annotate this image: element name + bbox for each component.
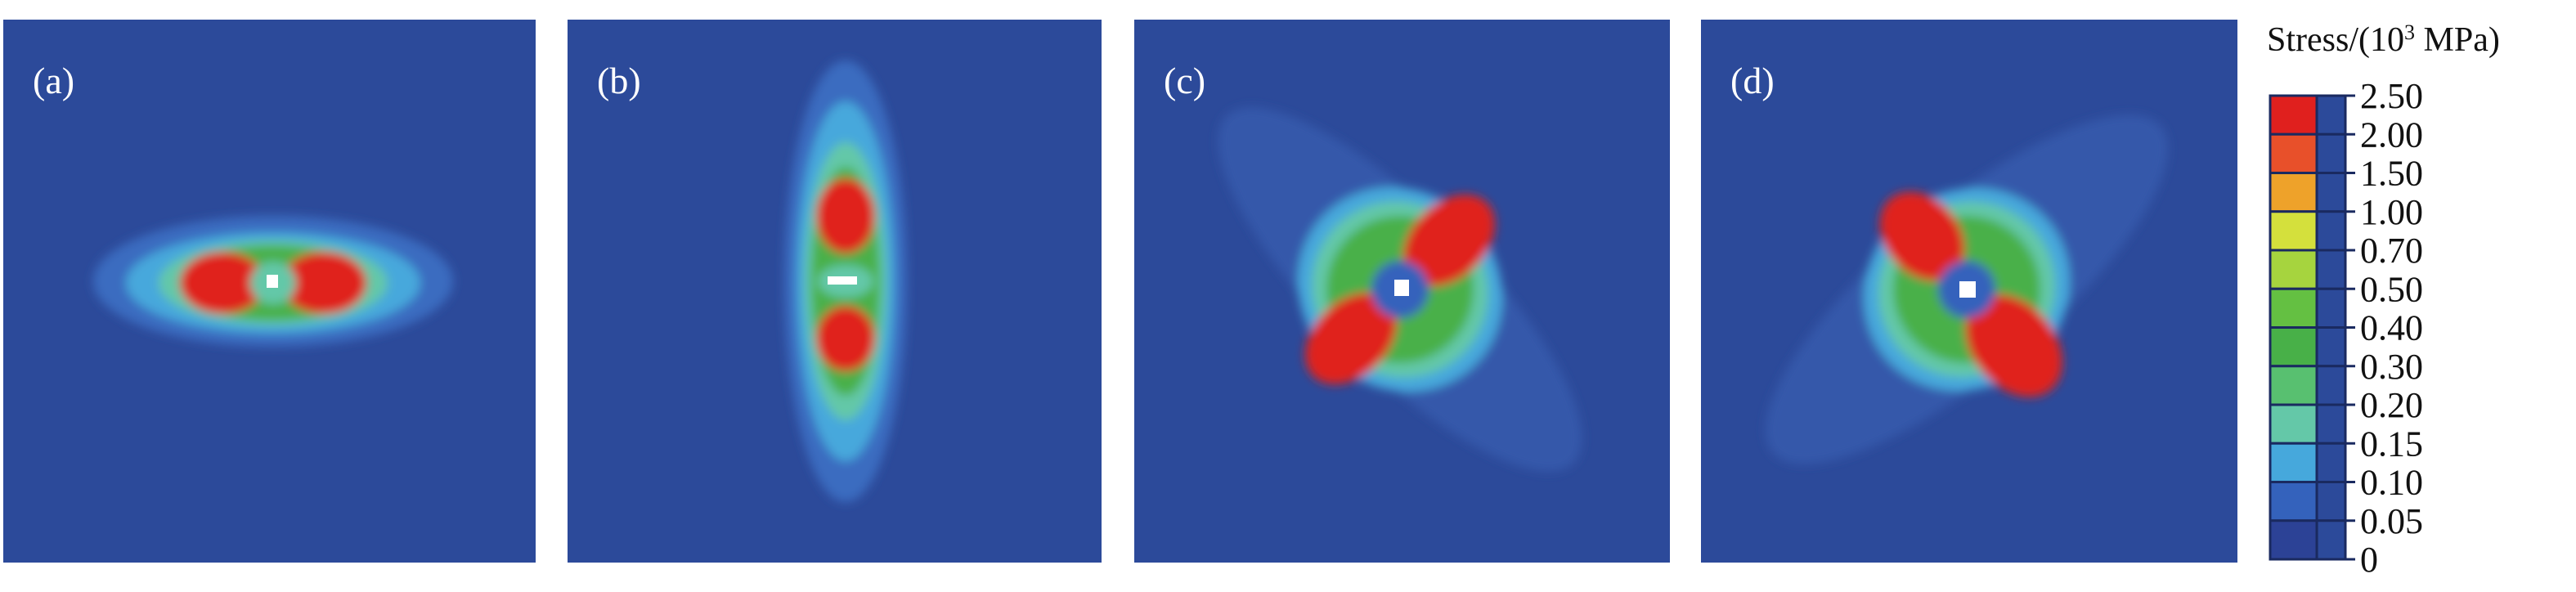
legend-band (2269, 442, 2318, 483)
panel: (a) (3, 20, 536, 563)
legend-band (2269, 249, 2318, 290)
panel-label: (a) (33, 60, 74, 101)
legend-title-unit: MPa) (2415, 21, 2500, 59)
legend-band (2269, 481, 2318, 522)
legend-label: 0.50 (2360, 269, 2423, 309)
panel-label: (d) (1730, 60, 1775, 101)
legend-label: 0 (2360, 540, 2378, 580)
legend-band (2269, 403, 2318, 445)
legend-label: 2.50 (2360, 76, 2423, 116)
legend-band-edge (2315, 326, 2347, 368)
legend-band (2269, 519, 2318, 561)
legend-label: 2.00 (2360, 114, 2423, 155)
legend-label: 1.00 (2360, 192, 2423, 232)
legend-label: 1.50 (2360, 154, 2423, 194)
legend-band (2269, 132, 2318, 174)
legend-title: Stress/(103 MPa) (2267, 20, 2500, 59)
legend-band (2269, 365, 2318, 406)
legend-band-edge (2315, 132, 2347, 174)
legend-band-edge (2315, 519, 2347, 561)
legend-band-edge (2315, 442, 2347, 483)
legend-band-edge (2315, 249, 2347, 290)
legend-band-edge (2315, 94, 2347, 136)
legend-title-text: Stress/(10 (2267, 21, 2404, 59)
legend-label: 0.10 (2360, 463, 2423, 503)
legend-band-edge (2315, 403, 2347, 445)
legend-band-edge (2315, 172, 2347, 213)
legend-band-edge (2315, 481, 2347, 522)
legend-label: 0.15 (2360, 424, 2423, 464)
panel-label: (b) (597, 60, 641, 101)
panel-label: (c) (1164, 60, 1205, 101)
legend: 2.502.001.501.000.700.500.400.300.200.15… (2269, 76, 2423, 580)
legend-label: 0.40 (2360, 308, 2423, 348)
legend-title-superscript: 3 (2404, 20, 2415, 44)
panel: (b) (568, 20, 1102, 563)
panel: (c) (1134, 20, 1670, 563)
legend-label: 0.30 (2360, 347, 2423, 387)
legend-label: 0.70 (2360, 231, 2423, 271)
legend-label: 0.05 (2360, 501, 2423, 541)
legend-band (2269, 287, 2318, 329)
legend-band-edge (2315, 365, 2347, 406)
legend-band-edge (2315, 210, 2347, 252)
legend-band (2269, 210, 2318, 252)
legend-band-edge (2315, 287, 2347, 329)
legend-band (2269, 172, 2318, 213)
legend-band (2269, 326, 2318, 368)
legend-label: 0.20 (2360, 385, 2423, 425)
panel: (d) (1701, 20, 2237, 563)
legend-band (2269, 94, 2318, 136)
